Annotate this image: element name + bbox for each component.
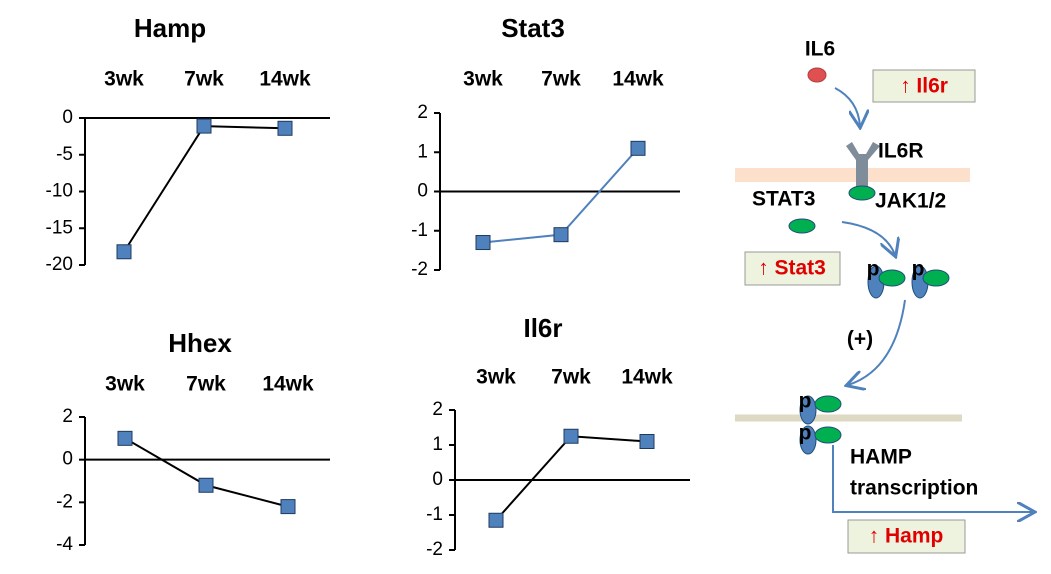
stat3-box <box>744 251 841 286</box>
phospho <box>799 425 817 455</box>
chart: Stat3 3wk 7wk 14wk 2 1 0 -1 -2 <box>411 13 680 280</box>
x-tick-label: 14wk <box>259 68 311 91</box>
x-tick-label: 14wk <box>612 68 664 91</box>
y-tick-label: -15 <box>46 217 73 238</box>
y-tick-label: -20 <box>46 254 73 275</box>
y-tick-label: 1 <box>417 141 428 162</box>
stat3-label: STAT3 <box>752 188 815 211</box>
chart: Hhex 3wk 7wk 14wk 2 0 -2 -4 <box>56 328 330 555</box>
p-label: p <box>799 390 812 413</box>
y-tick-label: -2 <box>411 259 428 280</box>
y-tick-label: 0 <box>417 181 428 202</box>
y-tick-label: -5 <box>56 144 73 165</box>
y-tick-label: 2 <box>62 406 73 427</box>
stat3-up-label: ↑ Stat3 <box>758 257 826 280</box>
hamp-box <box>847 519 966 554</box>
marker <box>639 434 655 449</box>
y-tick-label: -4 <box>56 534 73 555</box>
y-tick-label: 0 <box>62 449 73 470</box>
x-tick-label: 3wk <box>476 366 516 389</box>
x-tick-label: 7wk <box>551 366 591 389</box>
marker <box>475 235 491 251</box>
p-label: p <box>912 258 925 281</box>
il6-label: IL6 <box>805 38 835 61</box>
data-line <box>495 435 648 521</box>
arrow <box>832 445 1033 512</box>
x-tick-label: 7wk <box>184 68 224 91</box>
il6r-box <box>872 69 976 103</box>
marker <box>196 118 212 134</box>
marker <box>116 244 132 260</box>
marker <box>563 428 579 444</box>
y-tick-label: 1 <box>432 434 443 455</box>
chart-title: Stat3 <box>501 13 565 43</box>
arrow <box>848 299 906 385</box>
membrane <box>735 168 970 182</box>
x-tick-label: 3wk <box>463 68 503 91</box>
x-tick-label: 3wk <box>104 68 144 91</box>
pathway-diagram: IL6 ↑ Il6r IL6R JAK1/2 STAT3 ↑ Stat3 p p… <box>735 38 1033 554</box>
jak <box>848 185 876 201</box>
p-label: p <box>799 422 812 445</box>
stat3 <box>922 269 950 287</box>
x-tick-label: 14wk <box>621 366 673 389</box>
y-tick-label: -2 <box>56 491 73 512</box>
chart: Il6r 3wk 7wk 14wk 2 1 0 -1 -2 <box>426 313 690 560</box>
chart: Hamp 3wk 7wk 14wk 0 -5 -10 -15 -20 <box>46 13 330 275</box>
marker <box>117 430 133 446</box>
il6r-up-label: ↑ Il6r <box>900 75 948 98</box>
il6r-label: IL6R <box>878 140 924 163</box>
p-label: p <box>867 258 880 281</box>
x-tick-label: 7wk <box>186 373 226 396</box>
y-tick-label: -10 <box>46 181 73 202</box>
y-tick-label: -2 <box>426 539 443 560</box>
hamp-label: HAMP <box>850 446 912 469</box>
marker <box>488 512 504 528</box>
data-line <box>123 125 286 253</box>
marker <box>630 140 646 156</box>
x-tick-label: 7wk <box>541 68 581 91</box>
chart-title: Il6r <box>523 313 562 343</box>
stat3 <box>814 426 842 444</box>
plus-label: (+) <box>847 328 873 351</box>
x-tick-label: 3wk <box>105 373 145 396</box>
chart-title: Hhex <box>168 328 232 358</box>
y-tick-label: 2 <box>417 102 428 123</box>
arrow <box>834 87 860 126</box>
y-tick-label: 2 <box>432 399 443 420</box>
il6-ligand <box>807 67 827 83</box>
hamp-up-label: ↑ Hamp <box>869 525 944 548</box>
marker <box>277 120 293 136</box>
chart-title: Hamp <box>134 13 206 43</box>
y-tick-label: -1 <box>426 504 443 525</box>
jak-label: JAK1/2 <box>875 190 946 213</box>
data-line <box>124 437 289 508</box>
stat3 <box>878 269 906 287</box>
arrow <box>841 221 895 255</box>
y-tick-label: -1 <box>411 220 428 241</box>
marker <box>198 477 214 493</box>
transcription-label: transcription <box>850 477 978 500</box>
stat3 <box>788 218 816 234</box>
marker <box>553 227 569 243</box>
phospho <box>799 395 817 425</box>
marker <box>280 499 296 515</box>
x-tick-label: 14wk <box>262 373 314 396</box>
y-tick-label: 0 <box>62 107 73 128</box>
y-tick-label: 0 <box>432 469 443 490</box>
receptor <box>846 142 880 188</box>
stat3 <box>814 395 842 413</box>
